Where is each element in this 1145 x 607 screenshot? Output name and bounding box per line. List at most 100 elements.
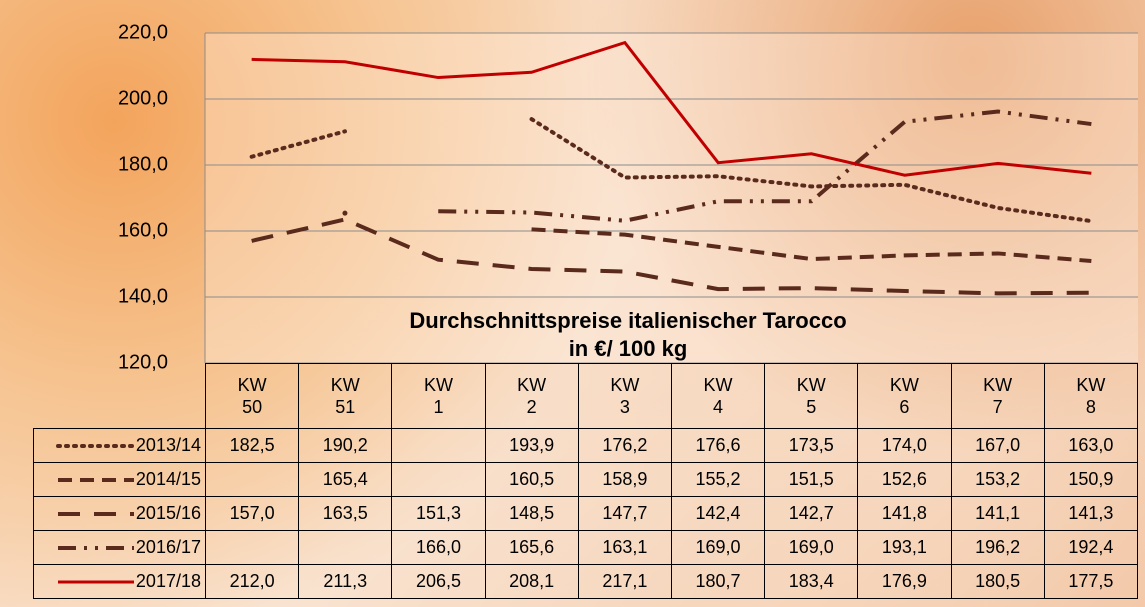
value-label: 163,1 bbox=[602, 537, 648, 557]
value-label: 150,9 bbox=[1068, 469, 1114, 489]
value-cell: 153,2 bbox=[950, 462, 1045, 497]
value-label: 169,0 bbox=[695, 537, 741, 557]
value-cell: 163,0 bbox=[1043, 428, 1139, 463]
legend-swatch bbox=[57, 546, 134, 551]
value-label: 190,2 bbox=[322, 435, 368, 455]
value-label: 169,0 bbox=[788, 537, 834, 557]
category-cell: KW 6 bbox=[857, 363, 952, 429]
value-label: 165,6 bbox=[509, 537, 555, 557]
category-cell: KW 51 bbox=[298, 363, 393, 429]
value-cell: 206,5 bbox=[391, 564, 486, 599]
series-row: 2016/17 166,0 165,6 163,1 169,0 169,0 193,1 196… bbox=[33, 530, 1139, 565]
data-point bbox=[342, 210, 348, 216]
value-label: 177,5 bbox=[1068, 571, 1114, 591]
value-cell: 157,0 bbox=[204, 496, 300, 531]
value-cell: 176,6 bbox=[670, 428, 766, 463]
value-label: 148,5 bbox=[509, 503, 555, 523]
value-label: 165,4 bbox=[322, 469, 368, 489]
value-cell: 155,2 bbox=[670, 462, 766, 497]
value-label: 182,5 bbox=[229, 435, 275, 455]
x-tick-label: KW 51 bbox=[330, 375, 360, 417]
category-cell: KW 1 bbox=[391, 363, 486, 429]
value-cell: 169,0 bbox=[764, 530, 859, 565]
value-label: 192,4 bbox=[1068, 537, 1114, 557]
legend-cell: 2014/15 bbox=[33, 462, 206, 497]
category-cell: KW 7 bbox=[950, 363, 1045, 429]
chart-subtitle: in €/ 100 kg bbox=[569, 336, 688, 361]
value-cell: 211,3 bbox=[298, 564, 393, 599]
value-cell: 177,5 bbox=[1043, 564, 1139, 599]
value-cell bbox=[298, 530, 393, 565]
value-label: 158,9 bbox=[602, 469, 648, 489]
series-line bbox=[249, 129, 347, 159]
value-cell: 151,5 bbox=[764, 462, 859, 497]
category-cell: KW 4 bbox=[670, 363, 766, 429]
value-cell: 173,5 bbox=[764, 428, 859, 463]
value-cell: 212,0 bbox=[204, 564, 300, 599]
value-label: 157,0 bbox=[229, 503, 275, 523]
value-cell: 141,1 bbox=[950, 496, 1045, 531]
legend-swatch bbox=[57, 580, 134, 584]
category-cell: KW 3 bbox=[577, 363, 672, 429]
legend-label: 2015/16 bbox=[135, 503, 201, 523]
series-line bbox=[529, 117, 1094, 224]
category-cell: KW 2 bbox=[484, 363, 579, 429]
category-cell: KW 50 bbox=[204, 363, 300, 429]
value-cell: 174,0 bbox=[857, 428, 952, 463]
value-cell: 169,0 bbox=[670, 530, 766, 565]
value-cell: 182,5 bbox=[204, 428, 300, 463]
value-cell: 217,1 bbox=[577, 564, 672, 599]
value-cell bbox=[204, 462, 300, 497]
value-label: 206,5 bbox=[415, 571, 461, 591]
value-label: 196,2 bbox=[975, 537, 1021, 557]
x-tick-label: KW 3 bbox=[610, 375, 640, 417]
series-line bbox=[438, 109, 1092, 223]
x-tick-label: KW 5 bbox=[796, 375, 826, 417]
value-cell: 167,0 bbox=[950, 428, 1045, 463]
value-cell: 142,4 bbox=[670, 496, 766, 531]
y-tick-label: 140,0 bbox=[118, 285, 168, 307]
value-label: 163,0 bbox=[1068, 435, 1114, 455]
x-tick-label: KW 6 bbox=[889, 375, 919, 417]
series-row: 2015/16 157,0 163,5 151,3 148,5 147,7 142,4 142… bbox=[33, 496, 1139, 531]
legend-label: 2017/18 bbox=[135, 571, 201, 591]
value-cell: 142,7 bbox=[764, 496, 859, 531]
value-cell: 190,2 bbox=[298, 428, 393, 463]
corner-cell bbox=[34, 364, 206, 429]
x-tick-label: KW 7 bbox=[983, 375, 1013, 417]
y-tick-label: 180,0 bbox=[118, 153, 168, 175]
value-label: 151,5 bbox=[788, 469, 834, 489]
value-cell: 196,2 bbox=[950, 530, 1045, 565]
value-label: 193,9 bbox=[509, 435, 555, 455]
value-cell: 192,4 bbox=[1043, 530, 1139, 565]
category-cell: KW 5 bbox=[764, 363, 859, 429]
value-cell: 176,2 bbox=[577, 428, 672, 463]
value-label: 173,5 bbox=[788, 435, 834, 455]
value-label: 193,1 bbox=[881, 537, 927, 557]
legend-cell: 2016/17 bbox=[33, 530, 206, 565]
value-cell: 141,8 bbox=[857, 496, 952, 531]
value-cell: 148,5 bbox=[484, 496, 579, 531]
value-label: 163,5 bbox=[322, 503, 368, 523]
value-label: 211,3 bbox=[323, 571, 368, 591]
value-label: 141,1 bbox=[975, 503, 1021, 523]
x-tick-label: KW 4 bbox=[703, 375, 733, 417]
value-cell: 141,3 bbox=[1043, 496, 1139, 531]
value-label: 142,4 bbox=[695, 503, 741, 523]
value-cell: 176,9 bbox=[857, 564, 952, 599]
y-tick-label: 220,0 bbox=[118, 21, 168, 43]
value-label: 151,3 bbox=[415, 503, 461, 523]
value-cell: 158,9 bbox=[577, 462, 672, 497]
value-cell: 163,5 bbox=[298, 496, 393, 531]
value-label: 174,0 bbox=[881, 435, 927, 455]
value-cell: 193,1 bbox=[857, 530, 952, 565]
value-label: 141,8 bbox=[881, 503, 927, 523]
legend-cell: 2013/14 bbox=[33, 428, 206, 463]
value-label: 166,0 bbox=[415, 537, 461, 557]
data-table: KW 50 KW 51 KW 1 KW 2 KW 3 KW 4 KW 5 KW 6 KW 7 KW… bbox=[33, 363, 1139, 599]
value-label: 176,9 bbox=[881, 571, 927, 591]
value-label: 217,1 bbox=[602, 571, 648, 591]
value-cell bbox=[204, 530, 300, 565]
value-label: 160,5 bbox=[509, 469, 555, 489]
